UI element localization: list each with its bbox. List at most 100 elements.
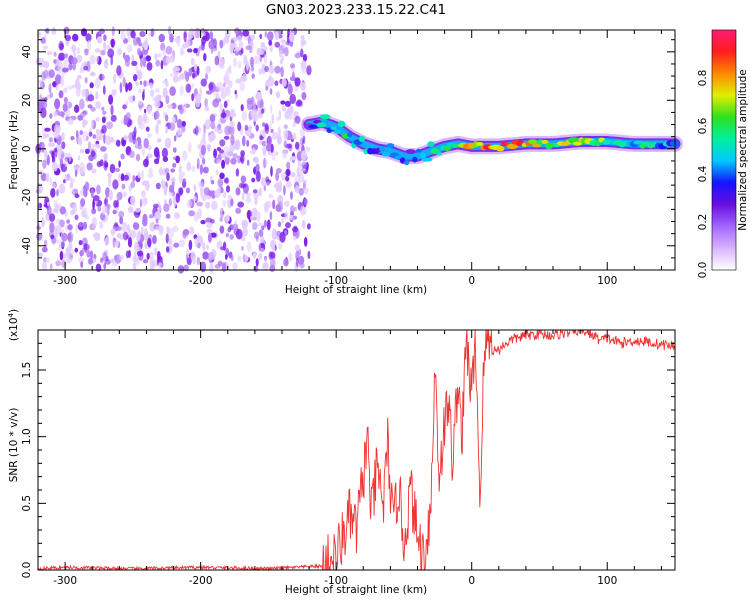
noise-speckle <box>286 161 291 170</box>
noise-speckle <box>259 47 265 55</box>
noise-speckle <box>237 60 242 69</box>
signal-track-blob <box>404 160 410 166</box>
noise-speckle <box>83 243 90 251</box>
noise-speckle <box>61 232 68 242</box>
noise-speckle <box>299 82 306 91</box>
noise-speckle <box>269 121 272 132</box>
noise-speckle <box>80 198 86 207</box>
noise-speckle <box>100 257 104 262</box>
noise-speckle <box>244 124 249 131</box>
noise-speckle <box>258 68 263 75</box>
noise-speckle <box>229 121 235 128</box>
noise-speckle <box>142 218 148 227</box>
signal-track-blob <box>496 145 505 152</box>
noise-speckle <box>267 31 274 41</box>
noise-speckle <box>89 54 96 65</box>
noise-speckle <box>138 88 142 94</box>
heatmap-noise-speckle <box>35 25 312 274</box>
noise-speckle <box>279 231 286 243</box>
noise-speckle <box>119 255 124 261</box>
noise-speckle <box>232 223 239 231</box>
noise-speckle <box>246 60 249 71</box>
noise-speckle <box>200 78 207 87</box>
noise-speckle <box>277 221 282 228</box>
noise-speckle <box>205 167 209 172</box>
noise-speckle <box>51 151 55 159</box>
noise-speckle <box>225 185 231 193</box>
signal-track-blob <box>633 140 644 145</box>
noise-speckle <box>58 52 65 61</box>
signal-track-blob <box>347 132 353 138</box>
noise-speckle <box>239 156 244 162</box>
noise-speckle <box>290 156 297 161</box>
noise-speckle <box>262 122 266 127</box>
noise-speckle <box>282 150 287 159</box>
noise-speckle <box>251 207 258 217</box>
noise-speckle <box>122 191 127 198</box>
noise-speckle <box>135 140 139 149</box>
noise-speckle <box>149 251 154 261</box>
noise-speckle <box>193 195 197 202</box>
noise-speckle <box>208 135 213 143</box>
noise-speckle <box>195 125 199 136</box>
noise-speckle <box>96 55 99 64</box>
noise-speckle <box>43 239 48 249</box>
noise-speckle <box>125 250 130 259</box>
noise-speckle <box>116 65 122 76</box>
noise-speckle <box>147 237 152 248</box>
noise-speckle <box>41 141 45 152</box>
noise-speckle <box>103 152 108 161</box>
noise-speckle <box>258 229 264 237</box>
noise-speckle <box>83 65 89 71</box>
noise-speckle <box>130 30 136 39</box>
noise-speckle <box>300 48 304 58</box>
noise-speckle <box>112 209 117 215</box>
noise-speckle <box>234 46 240 52</box>
noise-speckle <box>218 149 224 154</box>
noise-speckle <box>302 135 306 145</box>
noise-speckle <box>94 77 101 89</box>
noise-speckle <box>92 195 100 201</box>
noise-speckle <box>154 211 161 221</box>
noise-speckle <box>203 53 207 62</box>
noise-speckle <box>51 27 57 35</box>
noise-speckle <box>77 155 81 161</box>
noise-speckle <box>40 37 46 44</box>
snr-series-line <box>37 328 676 572</box>
noise-speckle <box>301 220 306 229</box>
noise-speckle <box>281 217 285 224</box>
noise-speckle <box>211 201 218 211</box>
noise-speckle <box>116 233 122 239</box>
noise-speckle <box>204 106 210 112</box>
noise-speckle <box>201 194 207 202</box>
noise-speckle <box>165 246 170 253</box>
noise-speckle <box>145 126 150 132</box>
noise-speckle <box>48 83 52 94</box>
noise-speckle <box>69 181 74 189</box>
noise-speckle <box>245 197 252 204</box>
noise-speckle <box>102 85 106 95</box>
noise-speckle <box>72 189 75 196</box>
noise-speckle <box>257 222 264 227</box>
noise-speckle <box>96 144 101 149</box>
noise-speckle <box>135 81 139 87</box>
x-tick-label: 100 <box>597 275 617 287</box>
noise-speckle <box>59 250 64 261</box>
noise-speckle <box>165 45 173 55</box>
noise-speckle <box>138 99 143 106</box>
noise-speckle <box>219 103 223 114</box>
y-tick-label: 1.0 <box>21 428 33 445</box>
noise-speckle <box>51 161 58 172</box>
noise-speckle <box>103 41 107 51</box>
noise-speckle <box>48 137 54 143</box>
noise-speckle <box>286 32 290 44</box>
noise-speckle <box>263 53 268 64</box>
noise-speckle <box>46 27 50 35</box>
noise-speckle <box>260 42 266 48</box>
noise-speckle <box>290 63 295 69</box>
noise-speckle <box>219 63 225 70</box>
noise-speckle <box>41 217 45 228</box>
signal-track-blob <box>386 143 395 148</box>
noise-speckle <box>136 250 144 257</box>
noise-speckle <box>221 262 227 273</box>
